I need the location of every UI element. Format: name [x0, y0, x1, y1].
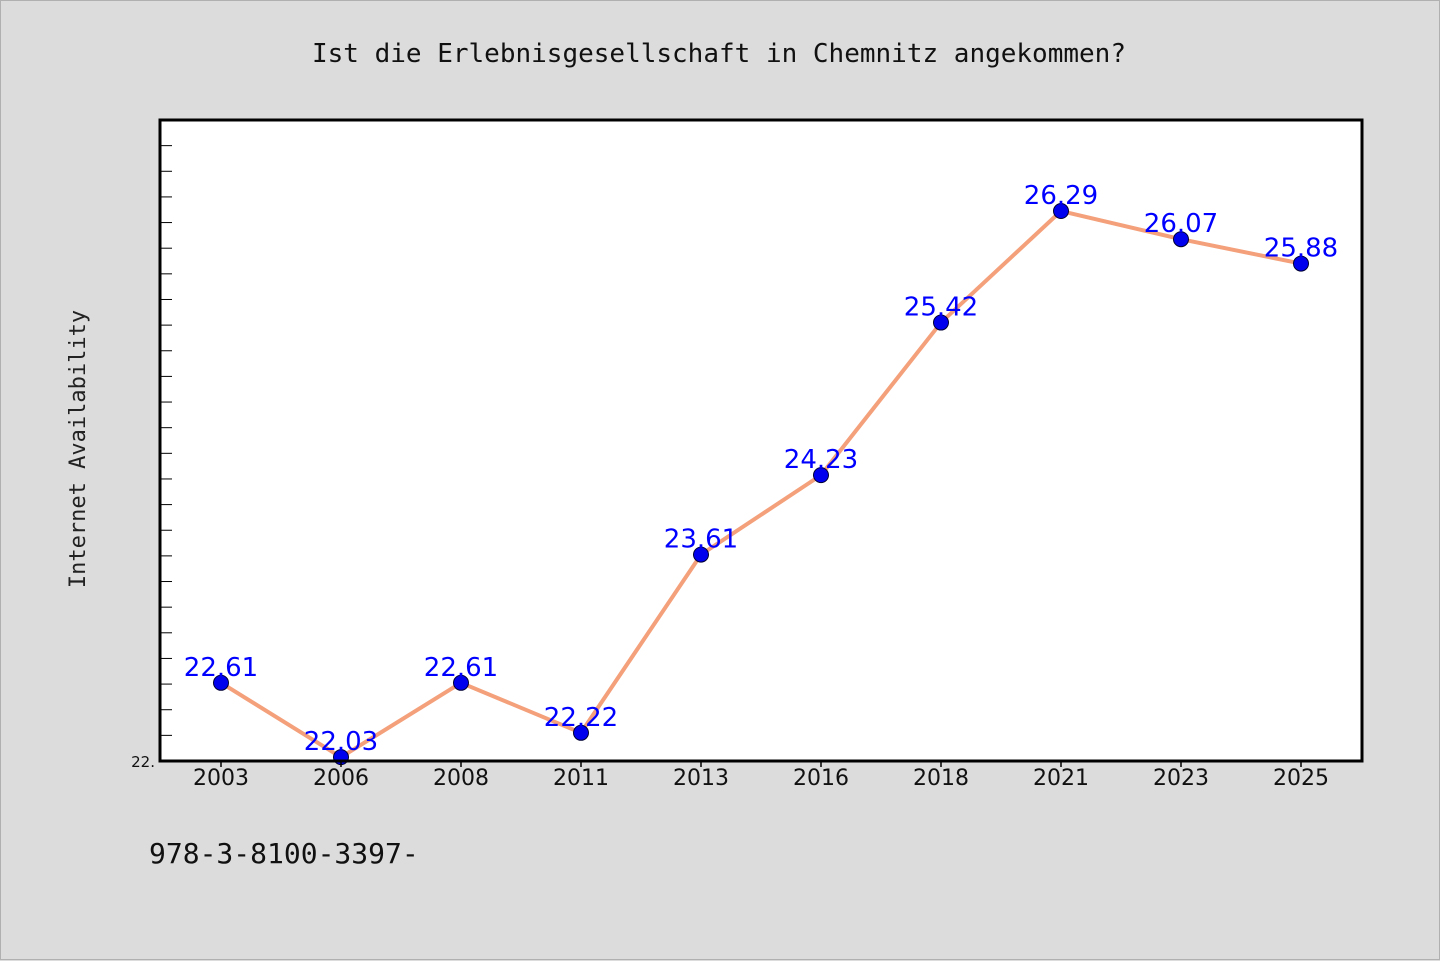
- data-point: [693, 546, 709, 563]
- footnote: 978-3-8100-3397-: [149, 837, 419, 870]
- data-point: [1293, 255, 1309, 272]
- x-tick-label: 2023: [1153, 766, 1209, 791]
- y-axis-min-label: 22.: [131, 753, 155, 771]
- data-label: 24.23: [784, 445, 858, 475]
- y-axis-ticks: [160, 145, 172, 736]
- x-tick-label: 2016: [793, 766, 849, 791]
- x-tick-label: 2008: [433, 766, 489, 791]
- data-label: 25.42: [904, 293, 978, 323]
- x-tick-label: 2013: [673, 766, 729, 791]
- data-label: 22.22: [544, 703, 618, 733]
- data-label: 26.07: [1144, 209, 1218, 239]
- data-label: 22.61: [184, 653, 258, 683]
- data-point: [1053, 203, 1069, 220]
- series-line: [219, 209, 1303, 760]
- data-label: 26.29: [1024, 181, 1098, 211]
- x-tick-label: 2003: [193, 766, 249, 791]
- data-label: 23.61: [664, 525, 738, 555]
- x-tick-label: 2021: [1033, 766, 1089, 791]
- series-layer: 22.61 22.03 22.61 22.22 23.61 24.23 25.42 26.29…: [184, 181, 1338, 766]
- x-tick-label: 2011: [553, 766, 609, 791]
- data-point: [813, 467, 829, 484]
- data-point: [933, 314, 949, 331]
- y-axis-label: Internet Availability: [66, 310, 91, 588]
- data-label: 22.03: [304, 727, 378, 757]
- data-label: 25.88: [1264, 234, 1338, 264]
- x-tick-label: 2006: [313, 766, 369, 791]
- data-point: [1173, 231, 1189, 248]
- plot-frame: [158, 118, 1364, 763]
- plot-area: [160, 120, 1362, 761]
- data-label: 22.61: [424, 653, 498, 683]
- data-point: [213, 674, 229, 691]
- data-point: [573, 724, 589, 741]
- x-axis-ticks: 2003 2006 2008 2011 2013 2016 2018 2021 2023 2025: [193, 761, 1329, 791]
- chart-title: Ist die Erlebnisgesellschaft in Chemnitz…: [312, 39, 1126, 69]
- x-tick-label: 2018: [913, 766, 969, 791]
- data-point: [453, 674, 469, 691]
- x-tick-label: 2025: [1273, 766, 1329, 791]
